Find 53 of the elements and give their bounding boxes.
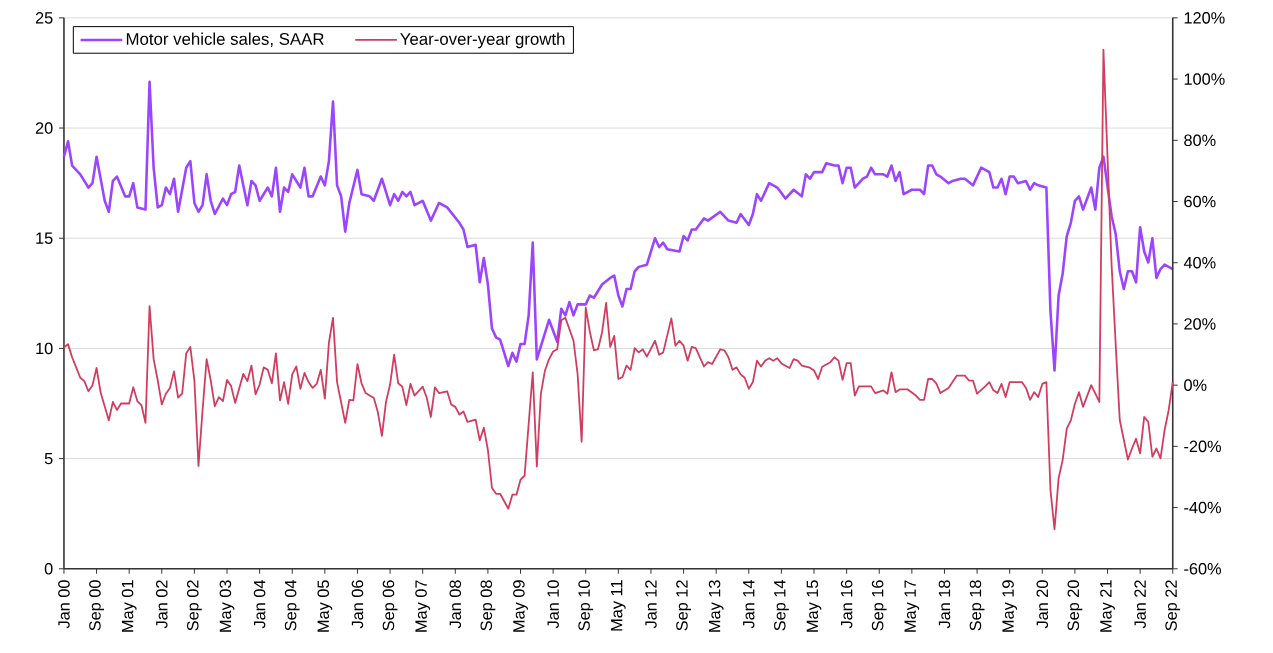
y2-tick-label: 40%	[1183, 256, 1216, 269]
x-tick-label: Jan 18	[938, 580, 951, 629]
x-tick-label: May 17	[904, 580, 920, 632]
x-tick-label: Sep 10	[578, 580, 594, 631]
x-tick-label: May 11	[611, 580, 626, 631]
x-tick-label: Sep 00	[89, 580, 104, 631]
x-tick-label: Sep 04	[284, 579, 300, 631]
y-tick-label: 20	[35, 122, 53, 134]
y2-tick-label: 120%	[1184, 12, 1225, 24]
x-tick-label: Jan 02	[156, 580, 168, 629]
x-tick-label: Sep 06	[382, 580, 398, 631]
y-tick-label: 0	[44, 562, 53, 575]
y2-tick-label: -40%	[1184, 501, 1221, 514]
x-tick-label: Sep 20	[1067, 580, 1083, 631]
x-tick-label: May 05	[317, 580, 333, 632]
y2-tick-label: 60%	[1184, 195, 1216, 208]
y2-tick-label: -60%	[1184, 562, 1221, 575]
x-tick-label: Sep 12	[676, 580, 691, 631]
x-tick-label: May 19	[1002, 580, 1018, 632]
y2-tick-label: 80%	[1184, 134, 1216, 146]
x-tick-label: Jan 06	[351, 580, 364, 629]
x-tick-label: May 03	[219, 580, 235, 632]
x-tick-label: Sep 16	[871, 580, 887, 631]
y2-tick-label: -20%	[1184, 440, 1221, 453]
x-tick-label: Jan 12	[645, 580, 657, 629]
x-tick-label: Jan 16	[840, 580, 853, 629]
x-tick-label: Sep 02	[187, 580, 202, 631]
y2-tick-label: 100%	[1184, 73, 1225, 85]
x-tick-label: Jan 08	[449, 580, 462, 629]
y-tick-label: 5	[44, 452, 53, 465]
x-tick-label: May 13	[708, 580, 724, 632]
x-tick-label: Jan 10	[547, 580, 559, 629]
y-tick-label: 15	[36, 232, 53, 244]
legend-label: Year-over-year growth	[400, 32, 565, 49]
x-tick-label: Jan 00	[58, 580, 70, 629]
y2-tick-label: 0%	[1184, 379, 1207, 391]
x-tick-label: Sep 22	[1165, 580, 1181, 631]
x-tick-label: Jan 04	[253, 579, 266, 629]
x-tick-label: May 01	[121, 580, 137, 632]
x-tick-label: Jan 22	[1134, 580, 1146, 629]
x-tick-label: Sep 14	[774, 579, 789, 631]
x-tick-label: May 21	[1100, 580, 1115, 632]
y-tick-label: 10	[36, 342, 53, 355]
x-tick-label: Sep 18	[969, 580, 985, 631]
legend-label: Motor vehicle sales, SAAR	[126, 32, 324, 47]
x-tick-label: Jan 14	[743, 579, 755, 629]
y-tick-label: 25	[35, 12, 53, 24]
x-tick-label: Sep 08	[480, 580, 496, 631]
x-tick-label: May 07	[415, 580, 431, 632]
x-tick-label: Jan 20	[1036, 580, 1049, 629]
y2-tick-label: 20%	[1184, 318, 1216, 330]
x-tick-label: May 15	[806, 580, 822, 632]
x-tick-label: May 09	[513, 580, 528, 632]
